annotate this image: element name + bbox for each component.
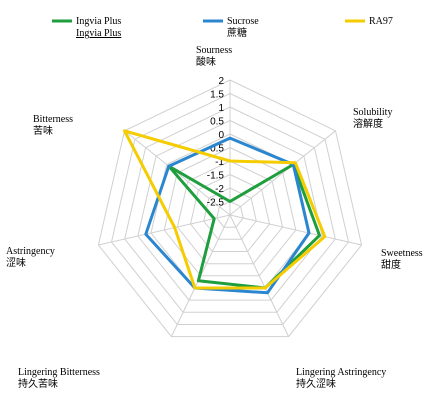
axis-spoke — [229, 130, 336, 216]
axis-label: Sourness — [196, 45, 232, 56]
axis-label-zh: 甜度 — [381, 258, 401, 271]
legend-label: Sucrose — [227, 16, 259, 27]
grid-ring — [216, 200, 244, 228]
tick-label: -2.5 — [207, 198, 225, 209]
grid-ring — [203, 187, 257, 240]
series-line — [167, 163, 321, 290]
tick-label: 1.5 — [210, 90, 224, 101]
axis-spoke — [98, 214, 231, 246]
tick-label: -1 — [215, 157, 224, 168]
axis-label-zh: 持久苦味 — [18, 377, 58, 390]
legend-label: Ingvia Plus — [76, 16, 121, 27]
grid-ring — [110, 92, 350, 325]
grid-ring — [163, 146, 297, 277]
radar-grid — [97, 79, 363, 338]
axis-label: Sweetness — [381, 248, 423, 259]
tick-label: -1.5 — [207, 171, 225, 182]
axis-spoke — [229, 214, 362, 246]
grid-ring — [137, 119, 323, 301]
legend-label: RA97 — [369, 16, 393, 27]
radial-tick-labels: 2 1.5 1 0.5 0 -0.5 -1 -1.5 -2 -2.5 — [207, 76, 225, 209]
axis-label-zh: 涩味 — [6, 257, 26, 269]
axis-label: Astringency — [6, 246, 55, 257]
axis-spoke — [229, 214, 290, 337]
grid-ring — [97, 79, 363, 338]
legend-label-sub: 蔗糖 — [227, 26, 247, 39]
tick-label: 0.5 — [210, 117, 224, 128]
series-layer — [123, 129, 327, 295]
axis-label: Bitterness — [33, 114, 73, 125]
legend-label-sub: Ingvia Plus — [76, 28, 121, 39]
axis-label-zh: 溶解度 — [353, 117, 383, 130]
grid-ring — [189, 173, 271, 252]
tick-label: 2 — [218, 76, 224, 87]
grid-ring — [176, 160, 284, 265]
axis-label: Solubility — [353, 107, 392, 118]
axis-label: Lingering Astringency — [296, 367, 386, 378]
axis-spoke — [124, 130, 231, 216]
axis-label-zh: 持久涩味 — [296, 377, 336, 390]
axis-label-zh: 苦味 — [33, 124, 53, 137]
tick-label: -0.5 — [207, 144, 225, 155]
tick-label: 1 — [218, 103, 224, 114]
axis-label-zh: 酸味 — [196, 55, 216, 68]
series-line — [123, 129, 327, 290]
series-line — [144, 136, 311, 295]
tick-label: 0 — [218, 130, 224, 141]
tick-label: -2 — [215, 184, 224, 195]
axis-label: Lingering Bitterness — [18, 367, 100, 378]
